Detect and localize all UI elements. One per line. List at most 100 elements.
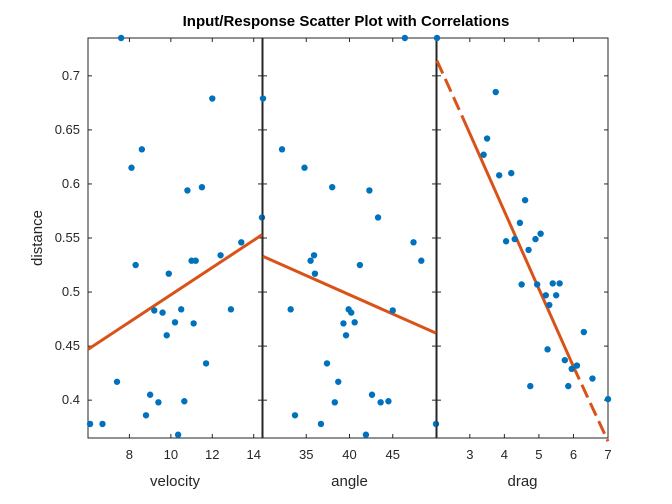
panel-angle: 35 40 45 angle [259, 34, 440, 490]
data-point [86, 420, 94, 428]
data-point [198, 183, 206, 191]
data-point [580, 328, 588, 336]
fit-line-extrapolated [435, 60, 465, 119]
data-point [432, 420, 440, 428]
data-point [433, 34, 441, 42]
x-tick-label: 5 [535, 447, 542, 462]
data-point [483, 135, 491, 142]
data-point [418, 257, 425, 264]
data-point [356, 261, 364, 269]
y-axis-label: distance [29, 210, 46, 266]
chart-title: Input/Response Scatter Plot with Correla… [183, 13, 510, 30]
data-point [192, 257, 199, 264]
y-tick-label: 0.4 [62, 392, 80, 407]
data-point [184, 187, 191, 194]
data-point [410, 239, 417, 246]
x-tick-label: 14 [246, 447, 260, 462]
data-point [159, 309, 166, 316]
x-tick-label: 7 [604, 447, 611, 462]
data-point [552, 292, 560, 299]
fit-line-extrapolated [572, 366, 610, 442]
data-point [589, 375, 596, 382]
data-point [480, 151, 487, 158]
x-axis-label-drag: drag [507, 473, 537, 490]
fit-line [87, 233, 263, 351]
data-point [533, 281, 541, 288]
data-point [351, 319, 358, 326]
data-point [521, 196, 529, 204]
x-axis-label-velocity: velocity [150, 473, 201, 490]
data-point [401, 34, 409, 42]
fit-line [461, 117, 575, 368]
data-point [561, 356, 569, 364]
panel-frame [87, 37, 263, 439]
y-tick-label: 0.55 [55, 230, 80, 245]
data-point [549, 280, 556, 287]
x-tick-label: 10 [164, 447, 178, 462]
data-point [518, 281, 525, 288]
data-point [568, 365, 575, 373]
data-point [163, 332, 170, 339]
data-point [546, 301, 553, 309]
data-point [385, 398, 392, 405]
data-point [278, 146, 286, 153]
y-tick-label: 0.5 [62, 284, 80, 299]
data-point [259, 95, 267, 102]
data-point [155, 399, 162, 406]
y-tick-label: 0.65 [55, 122, 80, 137]
data-point [348, 309, 355, 316]
data-point [377, 399, 384, 406]
panel-drag: 3 4 5 6 7 drag [433, 34, 612, 490]
data-point [492, 88, 499, 96]
data-point [142, 412, 150, 419]
data-point [311, 270, 319, 277]
data-point [258, 214, 266, 221]
data-point [389, 307, 396, 314]
data-point [113, 378, 121, 385]
data-point [544, 346, 551, 353]
data-point [307, 257, 314, 264]
y-tick-label: 0.45 [55, 338, 80, 353]
x-tick-label: 4 [501, 447, 508, 462]
y-tick-label: 0.6 [62, 176, 80, 191]
data-point [151, 307, 158, 314]
data-point [329, 183, 336, 191]
data-point [128, 164, 135, 171]
data-point [227, 306, 235, 313]
data-point [374, 214, 382, 221]
data-point [171, 319, 179, 326]
data-point [323, 360, 331, 367]
data-point [331, 399, 338, 406]
data-point [181, 398, 188, 405]
x-tick-label: 12 [205, 447, 219, 462]
x-axis-label-angle: angle [331, 473, 368, 490]
x-tick-label: 35 [299, 447, 313, 462]
data-point [527, 382, 534, 390]
x-tick-label: 8 [126, 447, 133, 462]
data-point [495, 172, 503, 179]
data-point [542, 292, 550, 299]
data-point [573, 362, 581, 369]
data-point [174, 431, 182, 438]
data-point [291, 412, 299, 419]
data-point [335, 378, 342, 385]
data-point [146, 391, 154, 398]
data-point [368, 391, 376, 398]
data-point [532, 235, 539, 243]
x-tick-label: 3 [466, 447, 473, 462]
data-point [556, 280, 563, 287]
panels-layer: 0.4 0.45 0.5 0.55 0.6 0.65 0.7 8 10 12 14 velocity 3… [55, 34, 612, 490]
x-tick-label: 6 [570, 447, 577, 462]
data-point [502, 238, 510, 245]
data-point [366, 187, 373, 194]
data-point [511, 235, 518, 243]
data-point [340, 320, 347, 327]
data-point [99, 420, 106, 428]
x-tick-label: 45 [386, 447, 400, 462]
data-point [190, 320, 197, 327]
data-point [202, 360, 210, 367]
data-point [209, 95, 216, 102]
data-point [342, 332, 350, 339]
data-point [317, 420, 325, 428]
